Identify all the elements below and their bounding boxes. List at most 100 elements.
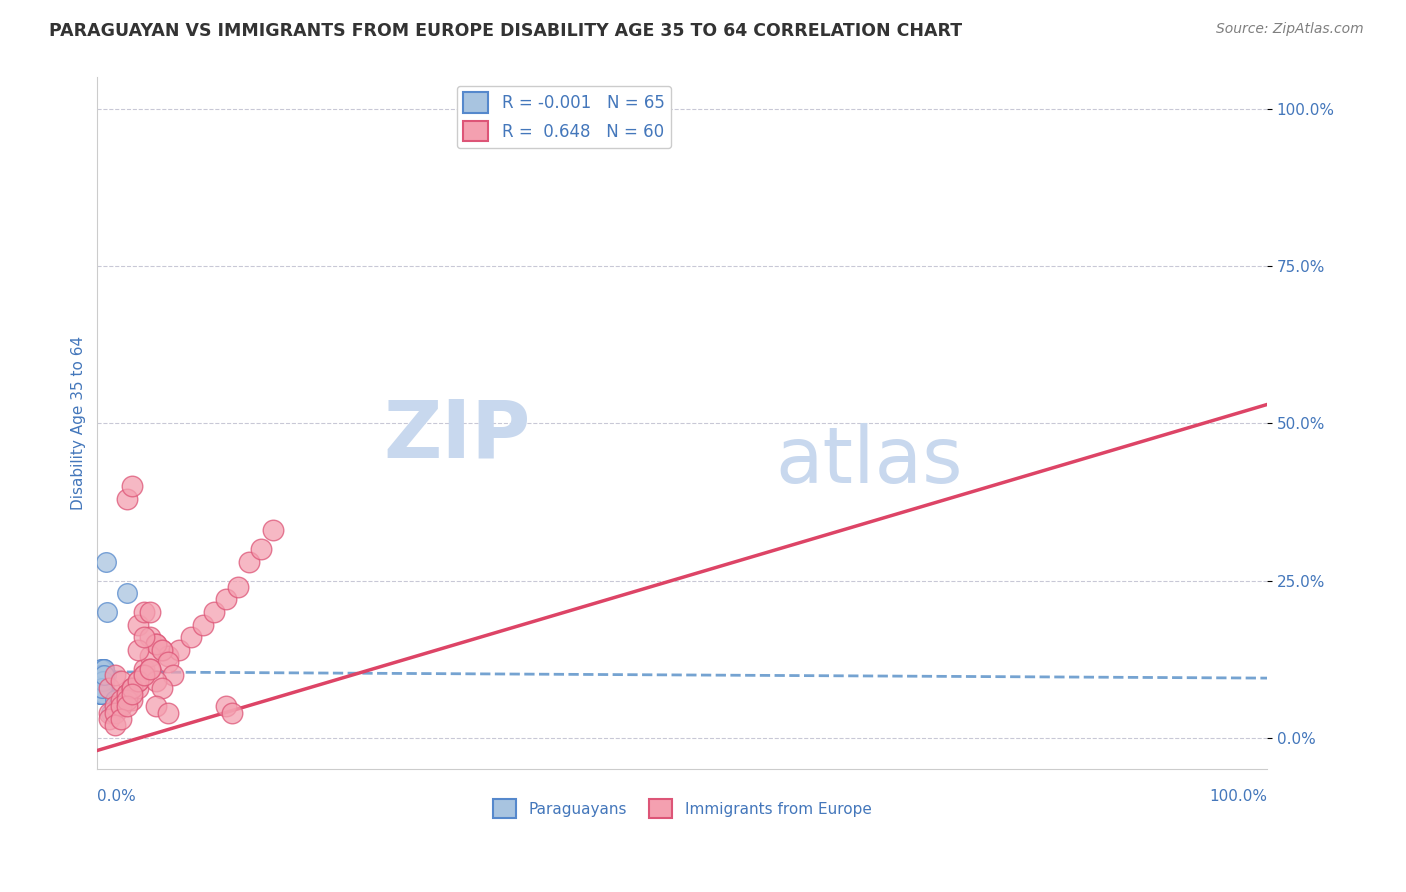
Point — [94, 555, 117, 569]
Point — [115, 699, 138, 714]
Point — [91, 687, 114, 701]
Point — [91, 674, 114, 689]
Point — [91, 681, 114, 695]
Point — [139, 630, 162, 644]
Text: 100.0%: 100.0% — [1209, 789, 1267, 804]
Point — [162, 668, 184, 682]
Point — [91, 681, 114, 695]
Point — [104, 668, 127, 682]
Point — [90, 662, 112, 676]
Point — [134, 605, 156, 619]
Point — [110, 693, 132, 707]
Point — [191, 617, 214, 632]
Point — [110, 674, 132, 689]
Point — [100, 706, 122, 720]
Point — [91, 687, 114, 701]
Point — [150, 642, 173, 657]
Point — [145, 636, 167, 650]
Point — [91, 681, 114, 695]
Point — [115, 586, 138, 600]
Point — [91, 674, 114, 689]
Text: PARAGUAYAN VS IMMIGRANTS FROM EUROPE DISABILITY AGE 35 TO 64 CORRELATION CHART: PARAGUAYAN VS IMMIGRANTS FROM EUROPE DIS… — [49, 22, 962, 40]
Point — [98, 681, 121, 695]
Point — [90, 674, 112, 689]
Point — [93, 681, 115, 695]
Point — [115, 687, 138, 701]
Point — [121, 693, 143, 707]
Point — [93, 668, 115, 682]
Point — [91, 668, 114, 682]
Point — [134, 668, 156, 682]
Point — [121, 687, 143, 701]
Point — [104, 699, 127, 714]
Point — [215, 699, 238, 714]
Point — [127, 674, 149, 689]
Point — [110, 699, 132, 714]
Point — [127, 617, 149, 632]
Point — [107, 699, 129, 714]
Point — [98, 706, 121, 720]
Point — [91, 681, 114, 695]
Text: 0.0%: 0.0% — [97, 789, 136, 804]
Point — [262, 524, 284, 538]
Point — [91, 668, 114, 682]
Point — [91, 674, 114, 689]
Point — [91, 668, 114, 682]
Point — [93, 681, 115, 695]
Point — [90, 687, 112, 701]
Point — [134, 630, 156, 644]
Point — [145, 674, 167, 689]
Point — [91, 687, 114, 701]
Point — [98, 712, 121, 726]
Point — [139, 662, 162, 676]
Point — [91, 662, 114, 676]
Point — [91, 674, 114, 689]
Point — [91, 687, 114, 701]
Point — [150, 681, 173, 695]
Point — [93, 674, 115, 689]
Point — [91, 668, 114, 682]
Point — [115, 687, 138, 701]
Point — [90, 668, 112, 682]
Point — [215, 592, 238, 607]
Point — [104, 693, 127, 707]
Point — [202, 605, 225, 619]
Point — [238, 555, 260, 569]
Point — [93, 668, 115, 682]
Point — [90, 681, 112, 695]
Point — [90, 674, 112, 689]
Point — [91, 687, 114, 701]
Point — [93, 681, 115, 695]
Point — [110, 699, 132, 714]
Point — [96, 605, 118, 619]
Point — [156, 706, 179, 720]
Point — [90, 668, 112, 682]
Point — [121, 479, 143, 493]
Point — [90, 687, 112, 701]
Point — [139, 605, 162, 619]
Point — [90, 674, 112, 689]
Legend: Paraguayans, Immigrants from Europe: Paraguayans, Immigrants from Europe — [486, 793, 877, 824]
Point — [91, 662, 114, 676]
Point — [93, 687, 115, 701]
Point — [93, 674, 115, 689]
Point — [93, 662, 115, 676]
Point — [145, 636, 167, 650]
Point — [90, 687, 112, 701]
Point — [221, 706, 243, 720]
Point — [167, 642, 190, 657]
Point — [139, 649, 162, 664]
Point — [90, 681, 112, 695]
Point — [110, 712, 132, 726]
Point — [91, 681, 114, 695]
Point — [104, 718, 127, 732]
Point — [150, 642, 173, 657]
Point — [250, 542, 273, 557]
Point — [91, 681, 114, 695]
Point — [91, 681, 114, 695]
Point — [93, 687, 115, 701]
Point — [91, 681, 114, 695]
Point — [90, 687, 112, 701]
Point — [90, 681, 112, 695]
Point — [93, 662, 115, 676]
